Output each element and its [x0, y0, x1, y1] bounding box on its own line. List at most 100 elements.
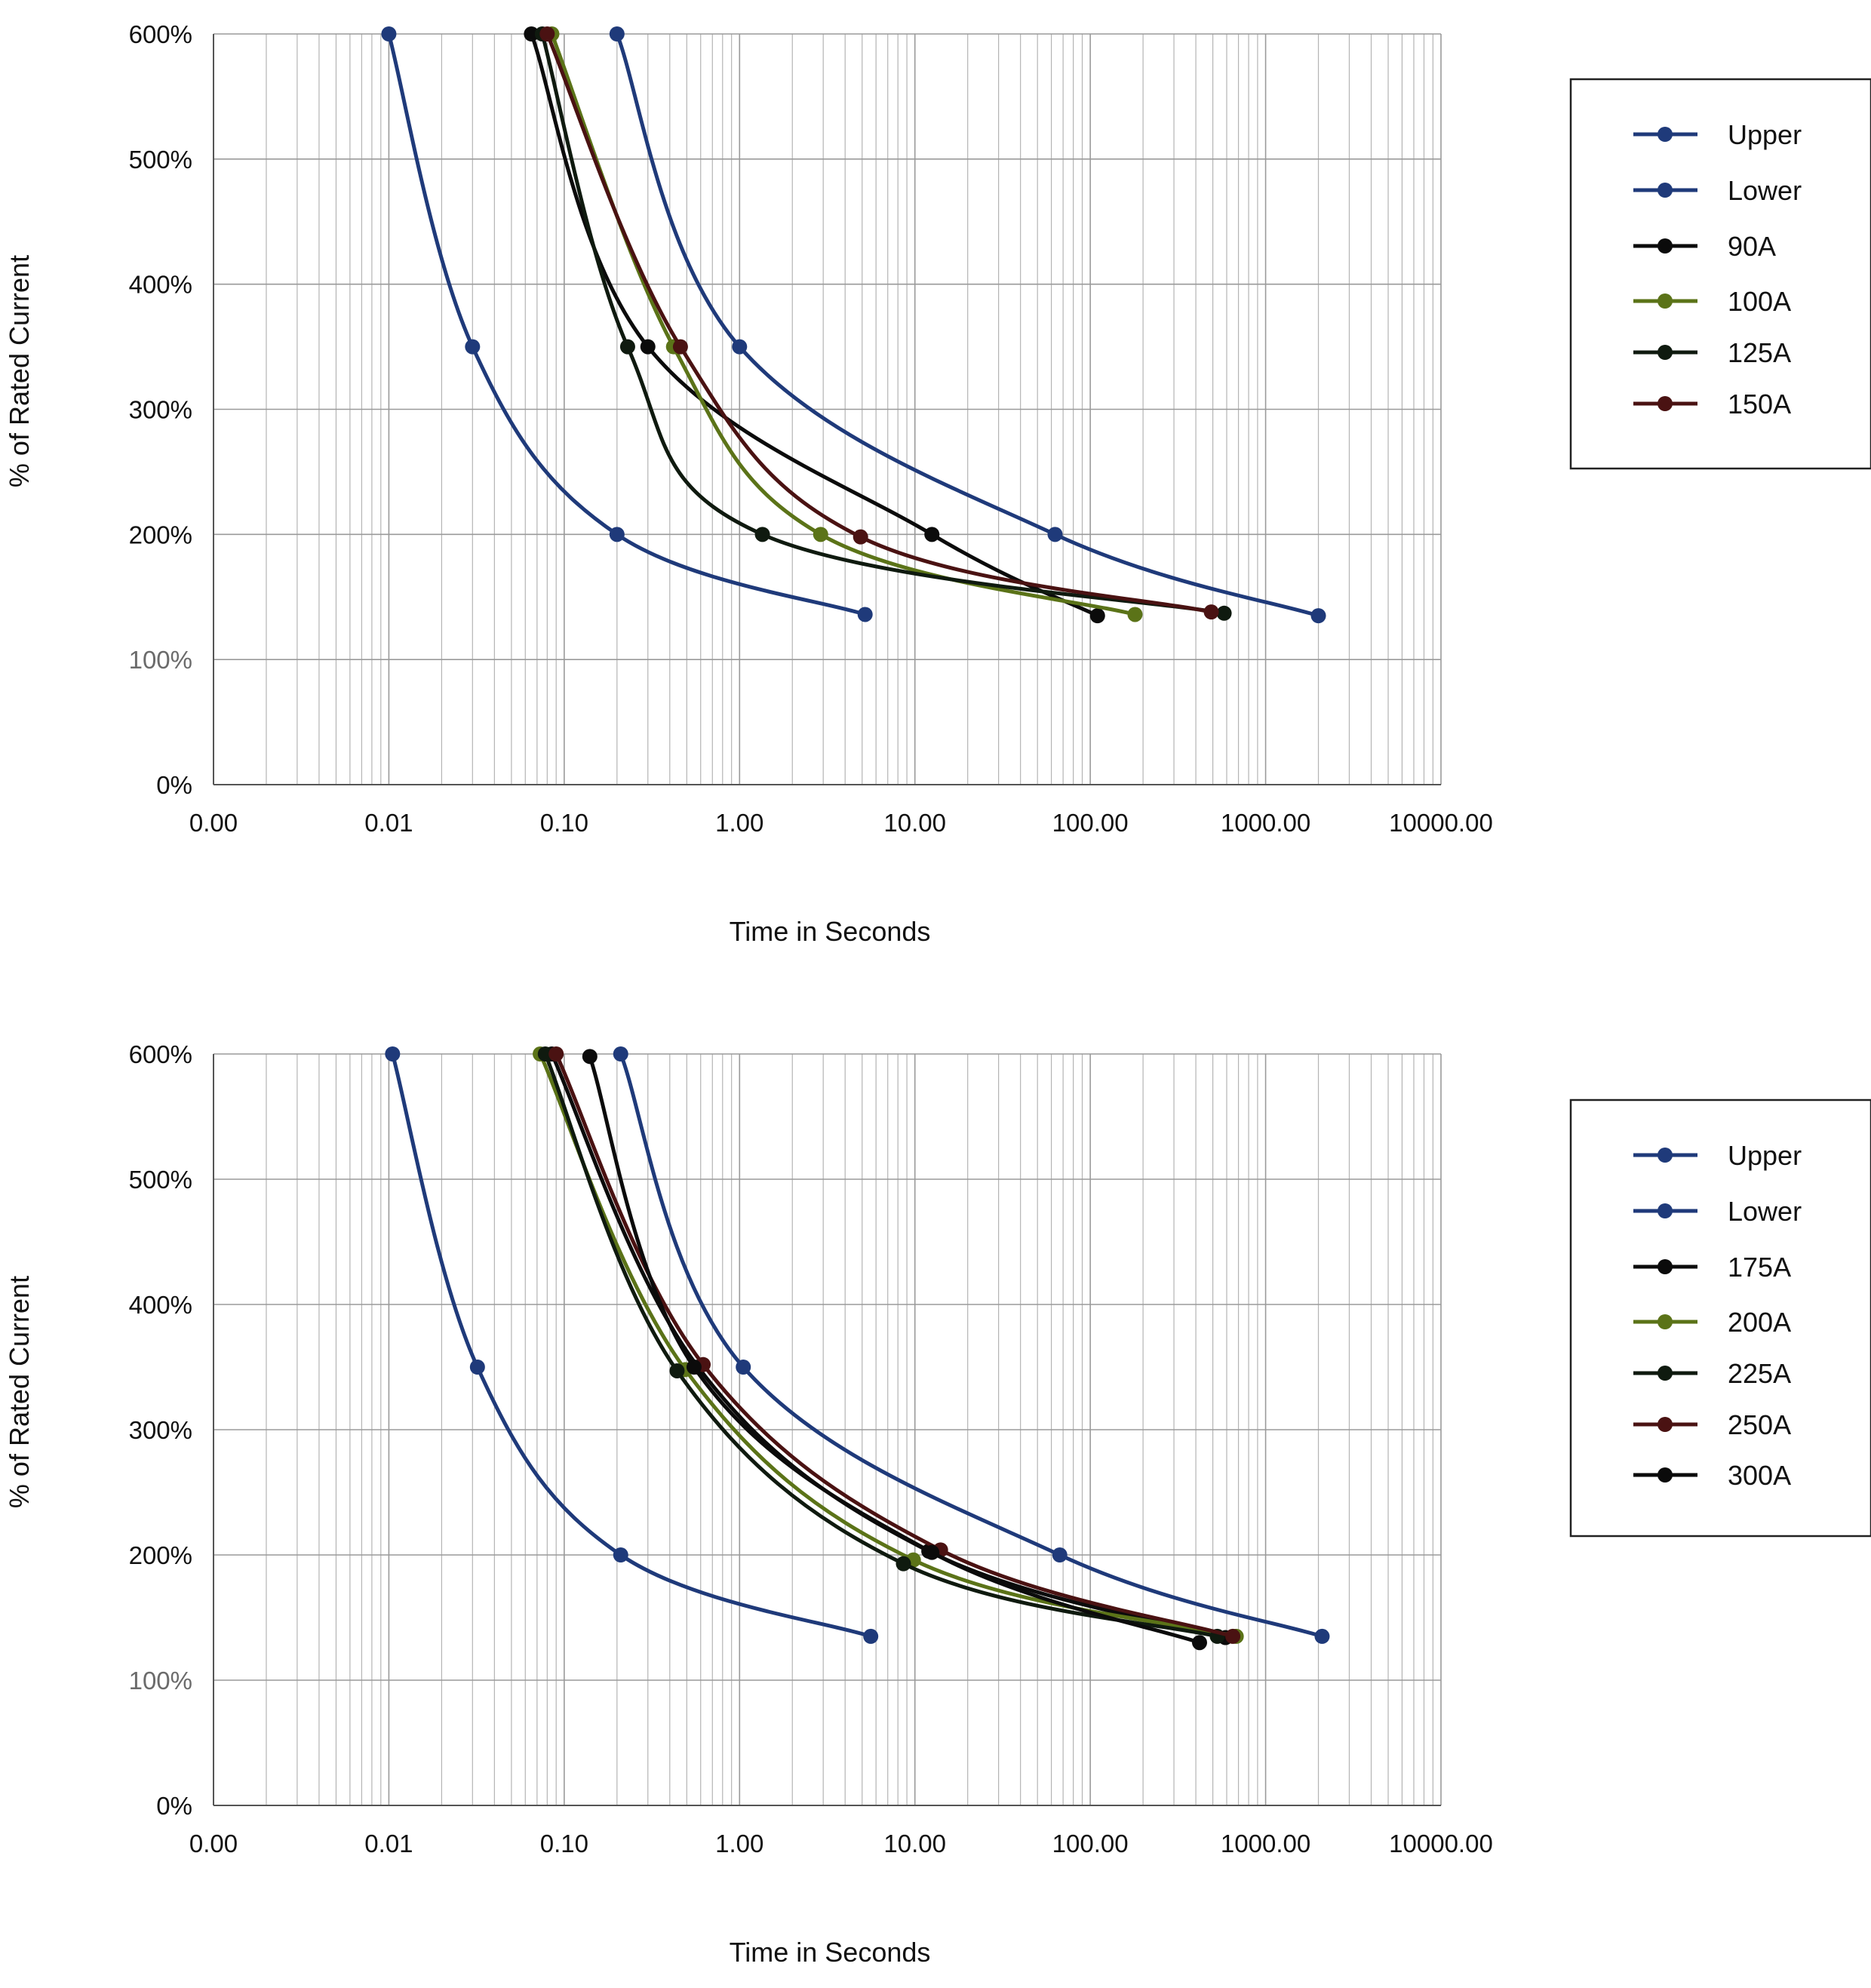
series-line-Upper	[615, 32, 1321, 618]
data-point-125A	[619, 339, 635, 355]
series-group	[385, 1046, 1330, 1651]
legend: Upper Lower 90A 100A 125A 150A	[1569, 78, 1871, 470]
x-tick-label: 10.00	[883, 809, 946, 837]
legend-label: 200A	[1728, 1307, 1791, 1338]
legend-label: 250A	[1728, 1409, 1791, 1440]
x-axis-title: Time in Seconds	[730, 1937, 931, 1968]
x-tick-label: 0.10	[540, 1830, 588, 1857]
y-tick-label: 0%	[156, 1792, 192, 1820]
series-Upper	[609, 26, 1326, 624]
chart-panel-2: 600% 500% 400% 300% 200% 100% 0% 0.00 0.01 0.10 1.…	[4, 1040, 1871, 1968]
data-point-150A	[1203, 604, 1219, 620]
series-line-150A	[545, 32, 1214, 614]
data-point-Lower	[609, 527, 625, 542]
legend-label: 225A	[1728, 1358, 1791, 1389]
data-point-225A	[669, 1363, 685, 1378]
y-tick-label: 600%	[129, 1040, 192, 1068]
legend-item: Lower	[1633, 1196, 1802, 1227]
data-point-Lower	[469, 1360, 485, 1375]
legend-swatch-marker	[1657, 293, 1673, 309]
legend-swatch-marker	[1657, 1148, 1673, 1163]
series-line-175A	[549, 1052, 1227, 1640]
data-point-90A	[1089, 608, 1105, 624]
data-point-Lower	[465, 339, 481, 355]
y-tick-label: 100%	[129, 1667, 192, 1695]
legend-item: 90A	[1633, 231, 1776, 262]
legend-swatch-marker	[1657, 1259, 1673, 1274]
legend-item: 175A	[1633, 1252, 1791, 1283]
x-tick-label: 0.00	[189, 809, 238, 837]
legend-label: 100A	[1728, 286, 1791, 317]
gridlines	[213, 33, 1442, 785]
y-tick-label: 300%	[129, 396, 192, 424]
legend-box	[1569, 1098, 1871, 1538]
legend-label: 150A	[1728, 389, 1791, 419]
series-Lower	[385, 1046, 879, 1644]
data-point-Upper	[1052, 1547, 1068, 1562]
y-tick-label: 500%	[129, 1166, 192, 1194]
legend-swatch-marker	[1657, 127, 1673, 142]
x-tick-label: 10000.00	[1389, 1830, 1493, 1857]
legend-label: 90A	[1728, 231, 1776, 262]
data-point-Upper	[609, 26, 625, 41]
x-tick-label: 1.00	[715, 1830, 763, 1857]
data-point-150A	[539, 26, 555, 41]
x-tick-label: 0.00	[189, 1830, 238, 1857]
x-tick-label: 10.00	[883, 1830, 946, 1857]
series-line-Lower	[390, 1052, 873, 1639]
chart-panel-1: 600% 500% 400% 300% 200% 100% 0% 0.00 0.01 0.10 1.…	[4, 20, 1871, 947]
data-point-300A	[582, 1049, 598, 1065]
data-point-150A	[672, 339, 688, 355]
x-tick-label: 0.10	[540, 809, 588, 837]
legend-label: Lower	[1728, 1196, 1802, 1227]
data-point-Lower	[381, 26, 397, 41]
y-tick-label: 400%	[129, 271, 192, 299]
data-point-Upper	[1314, 1628, 1330, 1644]
data-point-Upper	[1310, 608, 1326, 624]
y-tick-label: 200%	[129, 521, 192, 548]
data-point-Upper	[732, 339, 748, 355]
data-point-Upper	[613, 1046, 628, 1062]
data-point-Lower	[613, 1547, 628, 1562]
data-point-90A	[640, 339, 656, 355]
y-axis-title: % of Rated Current	[4, 255, 35, 487]
y-tick-label: 200%	[129, 1541, 192, 1569]
series-300A	[582, 1049, 1208, 1651]
data-point-225A	[896, 1556, 911, 1572]
legend-label: Lower	[1728, 175, 1802, 206]
legend-swatch-marker	[1657, 238, 1673, 253]
series-line-Lower	[386, 32, 868, 616]
x-tick-label: 0.01	[364, 809, 413, 837]
x-tick-label: 1.00	[715, 809, 763, 837]
data-point-300A	[1192, 1635, 1208, 1651]
series-line-225A	[543, 1052, 1219, 1639]
x-tick-label: 100.00	[1052, 809, 1129, 837]
legend-item: 150A	[1633, 389, 1791, 419]
legend-item: 250A	[1633, 1409, 1791, 1440]
legend-box	[1569, 78, 1871, 470]
x-tick-label: 0.01	[364, 1830, 413, 1857]
legend-swatch-marker	[1657, 183, 1673, 198]
x-tick-label: 1000.00	[1221, 1830, 1310, 1857]
y-tick-label: 300%	[129, 1416, 192, 1444]
y-tick-label: 400%	[129, 1291, 192, 1319]
series-line-250A	[554, 1052, 1235, 1639]
legend-item: Upper	[1633, 1140, 1802, 1171]
legend-swatch-marker	[1657, 1417, 1673, 1432]
legend-item: 225A	[1633, 1358, 1791, 1389]
legend-item: 300A	[1633, 1460, 1791, 1491]
gridlines	[213, 1053, 1442, 1806]
legend-swatch-marker	[1657, 1366, 1673, 1381]
data-point-225A	[537, 1046, 553, 1062]
legend-item: 100A	[1633, 286, 1791, 317]
legend-swatch-marker	[1657, 1314, 1673, 1329]
y-tick-label: 500%	[129, 146, 192, 174]
data-point-125A	[1216, 605, 1232, 621]
legend-item: Lower	[1633, 175, 1802, 206]
data-point-300A	[924, 1544, 940, 1560]
series-250A	[548, 1046, 1241, 1644]
legend-label: Upper	[1728, 1140, 1802, 1171]
series-line-90A	[529, 32, 1100, 618]
data-point-90A	[524, 26, 539, 41]
